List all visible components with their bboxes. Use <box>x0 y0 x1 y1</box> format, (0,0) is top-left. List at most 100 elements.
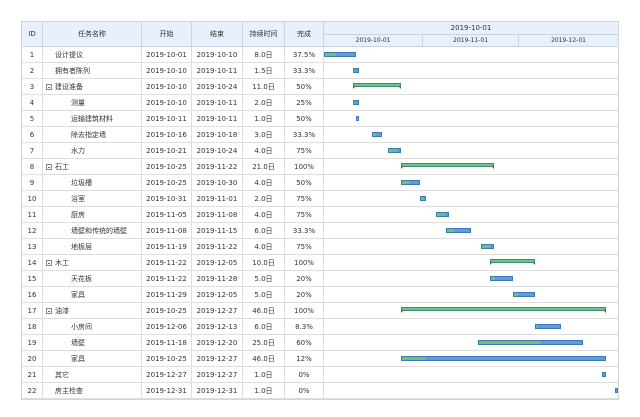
task-done[interactable]: 100% <box>285 159 324 174</box>
task-bar[interactable] <box>372 132 382 137</box>
task-name[interactable]: 测量 <box>43 95 142 110</box>
task-name[interactable]: 运输建筑材料 <box>43 111 142 126</box>
task-end[interactable]: 2019-12-05 <box>192 287 243 302</box>
task-name[interactable]: 小房间 <box>43 319 142 334</box>
summary-bar[interactable] <box>400 163 494 169</box>
table-row[interactable]: 9 垃圾槽 2019-10-25 2019-10-30 4.0日 50% <box>22 175 618 191</box>
table-row[interactable]: 7 水力 2019-10-21 2019-10-24 4.0日 75% <box>22 143 618 159</box>
task-end[interactable]: 2019-11-08 <box>192 207 243 222</box>
task-start[interactable]: 2019-10-21 <box>142 143 192 158</box>
summary-bar[interactable] <box>490 259 536 265</box>
collapse-toggle-icon[interactable] <box>46 259 52 266</box>
column-header-name[interactable]: 任务名称 <box>43 22 142 46</box>
task-end[interactable]: 2019-12-27 <box>192 303 243 318</box>
task-duration[interactable]: 1.0日 <box>243 383 285 398</box>
task-end[interactable]: 2019-12-05 <box>192 255 243 270</box>
table-row[interactable]: 12 墙壁和传统的墙壁 2019-11-08 2019-11-15 6.0日 3… <box>22 223 618 239</box>
task-bar[interactable] <box>420 196 427 201</box>
task-bar[interactable] <box>602 372 606 377</box>
task-start[interactable]: 2019-10-25 <box>142 175 192 190</box>
task-done[interactable]: 0% <box>285 367 324 382</box>
task-done[interactable]: 33.3% <box>285 223 324 238</box>
table-row[interactable]: 17 油漆 2019-10-25 2019-12-27 46.0日 100% <box>22 303 618 319</box>
task-end[interactable]: 2019-12-13 <box>192 319 243 334</box>
task-name[interactable]: 房主检查 <box>43 383 142 398</box>
task-end[interactable]: 2019-10-11 <box>192 95 243 110</box>
column-header-duration[interactable]: 持续时间 <box>243 22 285 46</box>
task-start[interactable]: 2019-10-16 <box>142 127 192 142</box>
task-start[interactable]: 2019-11-19 <box>142 239 192 254</box>
task-name[interactable]: 木工 <box>43 255 142 270</box>
task-end[interactable]: 2019-10-24 <box>192 143 243 158</box>
task-start[interactable]: 2019-11-08 <box>142 223 192 238</box>
task-start[interactable]: 2019-11-22 <box>142 271 192 286</box>
column-header-start[interactable]: 开始 <box>142 22 192 46</box>
task-start[interactable]: 2019-12-27 <box>142 367 192 382</box>
task-name[interactable]: 天花板 <box>43 271 142 286</box>
table-row[interactable]: 20 家具 2019-10-25 2019-12-27 46.0日 12% <box>22 351 618 367</box>
task-name[interactable]: 除去指定墙 <box>43 127 142 142</box>
task-done[interactable]: 33.3% <box>285 127 324 142</box>
task-bar[interactable] <box>352 100 360 105</box>
task-duration[interactable]: 1.5日 <box>243 63 285 78</box>
task-end[interactable]: 2019-10-24 <box>192 79 243 94</box>
task-duration[interactable]: 2.0日 <box>243 95 285 110</box>
column-header-done[interactable]: 完成 <box>285 22 324 46</box>
collapse-toggle-icon[interactable] <box>46 307 52 314</box>
task-name[interactable]: 厨房 <box>43 207 142 222</box>
task-duration[interactable]: 4.0日 <box>243 143 285 158</box>
task-done[interactable]: 12% <box>285 351 324 366</box>
task-done[interactable]: 20% <box>285 271 324 286</box>
task-start[interactable]: 2019-10-10 <box>142 63 192 78</box>
task-bar[interactable] <box>400 180 420 185</box>
task-end[interactable]: 2019-11-15 <box>192 223 243 238</box>
task-duration[interactable]: 46.0日 <box>243 303 285 318</box>
task-bar[interactable] <box>388 148 401 153</box>
task-name[interactable]: 水力 <box>43 143 142 158</box>
task-bar[interactable] <box>535 324 561 329</box>
task-start[interactable]: 2019-10-10 <box>142 95 192 110</box>
task-start[interactable]: 2019-10-31 <box>142 191 192 206</box>
table-row[interactable]: 6 除去指定墙 2019-10-16 2019-10-18 3.0日 33.3% <box>22 127 618 143</box>
task-bar[interactable] <box>445 228 472 233</box>
table-row[interactable]: 1 设计提议 2019-10-01 2019-10-10 8.0日 37.5% <box>22 47 618 63</box>
table-row[interactable]: 19 墙壁 2019-11-18 2019-12-20 25.0日 60% <box>22 335 618 351</box>
task-bar[interactable] <box>512 292 536 297</box>
task-duration[interactable]: 8.0日 <box>243 47 285 62</box>
task-duration[interactable]: 4.0日 <box>243 175 285 190</box>
task-done[interactable]: 20% <box>285 287 324 302</box>
task-duration[interactable]: 25.0日 <box>243 335 285 350</box>
task-done[interactable]: 50% <box>285 111 324 126</box>
task-end[interactable]: 2019-11-22 <box>192 159 243 174</box>
task-duration[interactable]: 46.0日 <box>243 351 285 366</box>
task-duration[interactable]: 1.0日 <box>243 111 285 126</box>
column-header-id[interactable]: ID <box>22 22 43 46</box>
table-row[interactable]: 4 测量 2019-10-10 2019-10-11 2.0日 25% <box>22 95 618 111</box>
task-bar[interactable] <box>352 68 360 73</box>
task-end[interactable]: 2019-10-11 <box>192 111 243 126</box>
task-duration[interactable]: 6.0日 <box>243 319 285 334</box>
task-start[interactable]: 2019-10-11 <box>142 111 192 126</box>
task-end[interactable]: 2019-10-18 <box>192 127 243 142</box>
task-duration[interactable]: 10.0日 <box>243 255 285 270</box>
table-row[interactable]: 18 小房间 2019-12-06 2019-12-13 6.0日 8.3% <box>22 319 618 335</box>
task-done[interactable]: 100% <box>285 303 324 318</box>
task-name[interactable]: 墙壁和传统的墙壁 <box>43 223 142 238</box>
summary-bar[interactable] <box>352 83 401 89</box>
table-row[interactable]: 22 房主检查 2019-12-31 2019-12-31 1.0日 0% <box>22 383 618 399</box>
table-row[interactable]: 10 浴室 2019-10-31 2019-11-01 2.0日 75% <box>22 191 618 207</box>
task-duration[interactable]: 11.0日 <box>243 79 285 94</box>
task-end[interactable]: 2019-11-28 <box>192 271 243 286</box>
task-name[interactable]: 地板层 <box>43 239 142 254</box>
task-duration[interactable]: 3.0日 <box>243 127 285 142</box>
task-start[interactable]: 2019-11-05 <box>142 207 192 222</box>
collapse-toggle-icon[interactable] <box>46 83 52 90</box>
task-name[interactable]: 家具 <box>43 351 142 366</box>
task-name[interactable]: 垃圾槽 <box>43 175 142 190</box>
task-start[interactable]: 2019-10-25 <box>142 351 192 366</box>
table-row[interactable]: 5 运输建筑材料 2019-10-11 2019-10-11 1.0日 50% <box>22 111 618 127</box>
task-duration[interactable]: 21.0日 <box>243 159 285 174</box>
task-bar[interactable] <box>436 212 449 217</box>
task-name[interactable]: 油漆 <box>43 303 142 318</box>
task-bar[interactable] <box>615 388 618 393</box>
